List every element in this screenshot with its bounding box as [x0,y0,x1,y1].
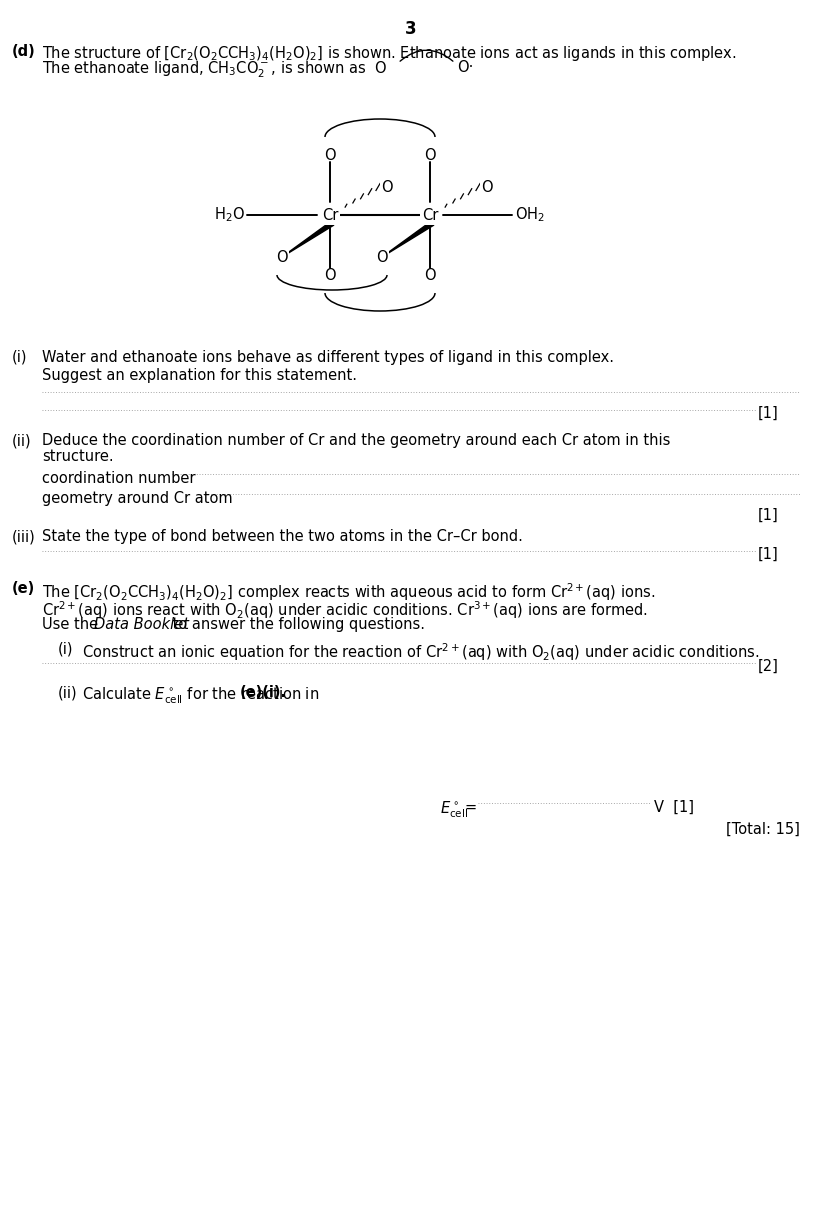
Text: O: O [276,249,288,264]
Text: [1]: [1] [758,406,778,422]
Text: (ii): (ii) [12,433,31,448]
Text: Water and ethanoate ions behave as different types of ligand in this complex.: Water and ethanoate ions behave as diffe… [42,349,614,365]
Text: O: O [376,249,388,264]
Text: Cr: Cr [321,208,338,222]
Text: $E^\circ_\mathrm{cell}$: $E^\circ_\mathrm{cell}$ [440,800,468,820]
Text: O: O [424,148,436,163]
Text: coordination number: coordination number [42,470,196,486]
Text: The structure of [Cr$_2$(O$_2$CCH$_3$)$_4$(H$_2$O)$_2$] is shown. Ethanoate ions: The structure of [Cr$_2$(O$_2$CCH$_3$)$_… [42,44,737,64]
Text: Cr$^{2+}$(aq) ions react with O$_2$(aq) under acidic conditions. Cr$^{3+}$(aq) i: Cr$^{2+}$(aq) ions react with O$_2$(aq) … [42,599,648,621]
Text: (ii): (ii) [58,686,77,700]
Text: OH$_2$: OH$_2$ [515,205,545,225]
Polygon shape [282,225,334,257]
Text: [2]: [2] [758,659,779,675]
Text: The ethanoate ligand, CH$_3$CO$_2^-$, is shown as  O: The ethanoate ligand, CH$_3$CO$_2^-$, is… [42,60,387,81]
Text: (e)(i).: (e)(i). [240,686,287,700]
Text: [1]: [1] [758,508,778,523]
Text: H$_2$O: H$_2$O [215,205,245,225]
Text: (iii): (iii) [12,529,35,544]
Text: (i): (i) [58,642,73,656]
Text: [1]: [1] [758,547,778,562]
Text: The [Cr$_2$(O$_2$CCH$_3$)$_4$(H$_2$O)$_2$] complex reacts with aqueous acid to f: The [Cr$_2$(O$_2$CCH$_3$)$_4$(H$_2$O)$_2… [42,580,655,602]
Text: (d): (d) [12,44,35,59]
Polygon shape [382,225,434,257]
Text: Cr: Cr [422,208,438,222]
Text: V  [1]: V [1] [654,800,694,815]
Text: to answer the following questions.: to answer the following questions. [168,617,425,632]
Text: [Total: 15]: [Total: 15] [726,822,800,837]
Text: O: O [481,180,492,194]
Text: 3: 3 [405,20,417,38]
Text: Calculate $E^\circ_\mathrm{cell}$ for the reaction in: Calculate $E^\circ_\mathrm{cell}$ for th… [82,686,321,705]
Text: State the type of bond between the two atoms in the Cr–Cr bond.: State the type of bond between the two a… [42,529,523,544]
Text: O·: O· [457,60,473,75]
Text: Construct an ionic equation for the reaction of Cr$^{2+}$(aq) with O$_2$(aq) und: Construct an ionic equation for the reac… [82,642,760,662]
Text: (i): (i) [12,349,27,365]
Text: O: O [324,268,336,282]
Text: O: O [324,148,336,163]
Text: Suggest an explanation for this statement.: Suggest an explanation for this statemen… [42,368,357,382]
Text: Deduce the coordination number of Cr and the geometry around each Cr atom in thi: Deduce the coordination number of Cr and… [42,433,671,448]
Text: Data Booklet: Data Booklet [94,617,189,632]
Text: O: O [424,268,436,282]
Text: structure.: structure. [42,448,113,464]
Text: Use the: Use the [42,617,103,632]
Text: =: = [464,800,476,815]
Text: O: O [381,180,393,194]
Text: (e): (e) [12,580,35,596]
Text: geometry around Cr atom: geometry around Cr atom [42,491,233,506]
